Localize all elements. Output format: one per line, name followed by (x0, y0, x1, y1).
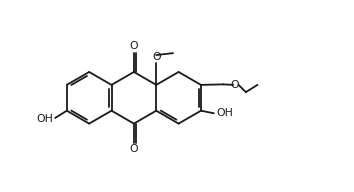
Text: OH: OH (217, 108, 234, 118)
Text: O: O (152, 52, 160, 62)
Text: O: O (230, 80, 239, 90)
Text: O: O (130, 144, 138, 154)
Text: O: O (130, 41, 138, 51)
Text: OH: OH (36, 114, 53, 124)
